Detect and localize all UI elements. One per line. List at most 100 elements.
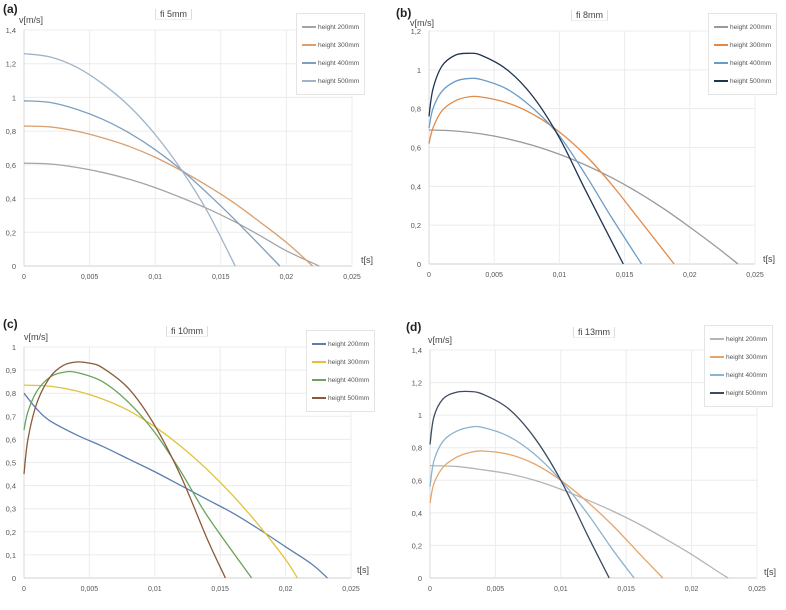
series-line-height-500mm xyxy=(23,361,227,579)
x-tick-label: 0,015 xyxy=(616,272,634,279)
legend-item: height 200mm xyxy=(710,330,767,348)
legend-swatch xyxy=(714,26,728,28)
plot-svg: 0 0,2 0,4 0,6 0,8 1 1,2 1,4 0 0,005 0,01 0,015 0,02 0… xyxy=(412,346,766,593)
y-tick-label: 0 xyxy=(417,260,421,269)
legend-item: height 300mm xyxy=(710,348,767,366)
y-tick-label: 1,2 xyxy=(6,60,16,69)
legend-label: height 400mm xyxy=(318,59,360,67)
legend-swatch xyxy=(302,44,316,46)
y-tick-label: 0,8 xyxy=(411,105,421,114)
legend-item: height 300mm xyxy=(312,353,369,371)
legend: height 200mm height 300mm height 400mm heig… xyxy=(306,330,376,412)
series-line-height-200mm xyxy=(429,464,729,579)
y-tick-label: 0,6 xyxy=(6,161,16,170)
x-tick-label: 0 xyxy=(22,274,26,281)
legend-item: height 300mm xyxy=(714,36,771,54)
x-tick-label: 0,02 xyxy=(685,586,699,593)
legend-item: height 500mm xyxy=(302,72,359,90)
legend-label: height 400mm xyxy=(726,371,768,379)
x-tick-label: 0,02 xyxy=(279,586,293,593)
x-tick-label: 0,02 xyxy=(280,274,294,281)
chart-panel-d: (d) v[m/s] fi 13mm t[s] 0 0,2 0,4 0,6 0,8 1 1,… xyxy=(393,300,786,610)
legend-label: height 500mm xyxy=(318,77,360,85)
series-line-height-400mm xyxy=(23,100,281,267)
x-tick-label: 0,005 xyxy=(485,272,503,279)
y-axis-title: v[m/s] xyxy=(24,332,48,342)
y-tick-label: 1 xyxy=(418,411,422,420)
series-line-height-300mm xyxy=(23,384,298,579)
chart-title: fi 8mm xyxy=(571,10,608,21)
legend-label: height 300mm xyxy=(328,358,370,366)
y-axis-title: v[m/s] xyxy=(410,18,434,28)
series-line-height-400mm xyxy=(23,370,253,579)
x-tick-label: 0,025 xyxy=(342,586,360,593)
y-tick-label: 0,2 xyxy=(6,528,16,537)
legend: height 200mm height 300mm height 400mm heig… xyxy=(704,325,774,407)
legend-item: height 500mm xyxy=(710,384,767,402)
y-tick-label: 0,2 xyxy=(412,541,422,550)
y-tick-label: 0,6 xyxy=(411,144,421,153)
x-tick-label: 0,005 xyxy=(487,586,505,593)
legend-label: height 200mm xyxy=(726,335,768,343)
x-tick-label: 0 xyxy=(427,272,431,279)
chart-panel-a: (a) v[m/s] fi 5mm t[s] 0 0,2 0,4 0,6 0,8 1 1,2… xyxy=(0,0,393,300)
y-tick-label: 1 xyxy=(417,66,421,75)
panel-label: (a) xyxy=(3,2,18,16)
x-axis-title: t[s] xyxy=(763,254,776,264)
panel-label: (c) xyxy=(3,317,18,331)
x-tick-label: 0 xyxy=(22,586,26,593)
legend-label: height 300mm xyxy=(726,353,768,361)
x-tick-label: 0,015 xyxy=(212,274,230,281)
legend-item: height 300mm xyxy=(302,36,359,54)
legend-swatch xyxy=(312,343,326,345)
y-tick-label: 0,9 xyxy=(6,366,16,375)
panel-label: (b) xyxy=(396,6,412,20)
legend-label: height 300mm xyxy=(730,41,772,49)
y-tick-label: 0,8 xyxy=(412,444,422,453)
y-tick-label: 0 xyxy=(12,262,16,271)
legend-swatch xyxy=(714,80,728,82)
x-axis-title: t[s] xyxy=(361,255,374,265)
panel-label: (d) xyxy=(406,320,422,334)
y-tick-label: 0 xyxy=(12,574,16,583)
legend-swatch xyxy=(714,62,728,64)
plot-svg: 0 0,2 0,4 0,6 0,8 1 1,2 1,4 0 0,005 0,01 0,015 0,02 0… xyxy=(6,26,361,281)
y-tick-label: 0,4 xyxy=(411,182,421,191)
x-tick-label: 0,015 xyxy=(211,586,229,593)
legend-item: height 400mm xyxy=(710,366,767,384)
chart-title: fi 13mm xyxy=(573,327,616,338)
legend-swatch xyxy=(710,338,724,340)
legend-item: height 200mm xyxy=(312,335,369,353)
chart-title: fi 10mm xyxy=(166,326,209,337)
x-tick-label: 0,015 xyxy=(617,586,635,593)
y-axis-title: v[m/s] xyxy=(19,15,43,25)
legend-swatch xyxy=(710,374,724,376)
legend-item: height 400mm xyxy=(714,54,771,72)
y-axis-title: v[m/s] xyxy=(428,335,452,345)
legend-label: height 500mm xyxy=(730,77,772,85)
x-tick-label: 0,025 xyxy=(746,272,764,279)
y-tick-label: 0,1 xyxy=(6,551,16,560)
series-line-height-400mm xyxy=(428,77,643,265)
legend-label: height 500mm xyxy=(726,389,768,397)
chart-panel-c: (c) v[m/s] fi 10mm t[s] 0 0,1 0,2 0,3 0,4 0,5… xyxy=(0,300,393,610)
y-tick-label: 0 xyxy=(418,574,422,583)
series-line-height-200mm xyxy=(428,129,739,265)
legend-swatch xyxy=(312,361,326,363)
legend-swatch xyxy=(302,26,316,28)
x-tick-label: 0,025 xyxy=(343,274,361,281)
y-tick-label: 0,3 xyxy=(6,505,16,514)
legend-swatch xyxy=(312,397,326,399)
x-tick-label: 0,01 xyxy=(554,586,568,593)
series-line-height-500mm xyxy=(428,52,624,265)
legend-label: height 400mm xyxy=(328,376,370,384)
x-tick-label: 0,005 xyxy=(81,586,99,593)
legend-swatch xyxy=(312,379,326,381)
legend-label: height 500mm xyxy=(328,394,370,402)
x-tick-label: 0,02 xyxy=(683,272,697,279)
legend-item: height 400mm xyxy=(312,371,369,389)
series-line-height-200mm xyxy=(23,162,320,267)
y-tick-label: 0,7 xyxy=(6,412,16,421)
y-tick-label: 1,4 xyxy=(6,26,16,35)
plot-svg: 0 0,1 0,2 0,3 0,4 0,5 0,6 0,7 0,8 0,9 1 0 0,005 0,01 0… xyxy=(6,343,360,593)
